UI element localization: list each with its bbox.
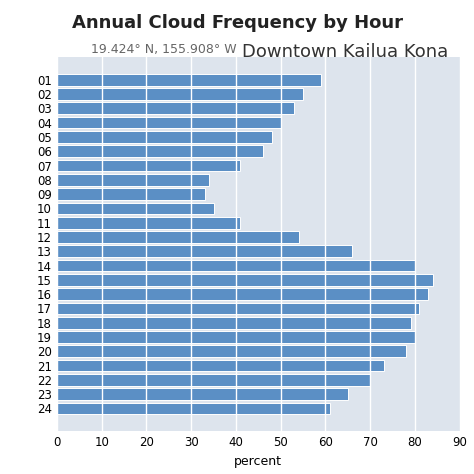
Bar xyxy=(57,246,352,257)
Bar xyxy=(57,117,281,128)
Text: 19.424° N, 155.908° W: 19.424° N, 155.908° W xyxy=(91,43,237,55)
Bar xyxy=(57,174,209,186)
Bar xyxy=(57,317,410,328)
Bar xyxy=(57,331,415,343)
Bar xyxy=(57,388,348,400)
Text: Downtown Kailua Kona: Downtown Kailua Kona xyxy=(242,43,448,61)
Bar xyxy=(57,260,415,272)
Bar xyxy=(57,131,272,143)
Bar xyxy=(57,74,321,86)
Bar xyxy=(57,202,214,214)
Bar xyxy=(57,288,428,300)
Bar xyxy=(57,146,263,157)
Bar xyxy=(57,231,299,243)
Bar xyxy=(57,374,370,386)
Bar xyxy=(57,160,240,172)
Bar xyxy=(57,360,383,372)
Bar xyxy=(57,188,205,200)
Bar xyxy=(57,217,240,228)
Text: Annual Cloud Frequency by Hour: Annual Cloud Frequency by Hour xyxy=(72,14,402,32)
Bar xyxy=(57,102,294,114)
Bar xyxy=(57,302,419,314)
Bar xyxy=(57,88,303,100)
Bar xyxy=(57,402,330,414)
X-axis label: percent: percent xyxy=(234,455,283,468)
Bar xyxy=(57,274,433,286)
Bar xyxy=(57,346,406,357)
